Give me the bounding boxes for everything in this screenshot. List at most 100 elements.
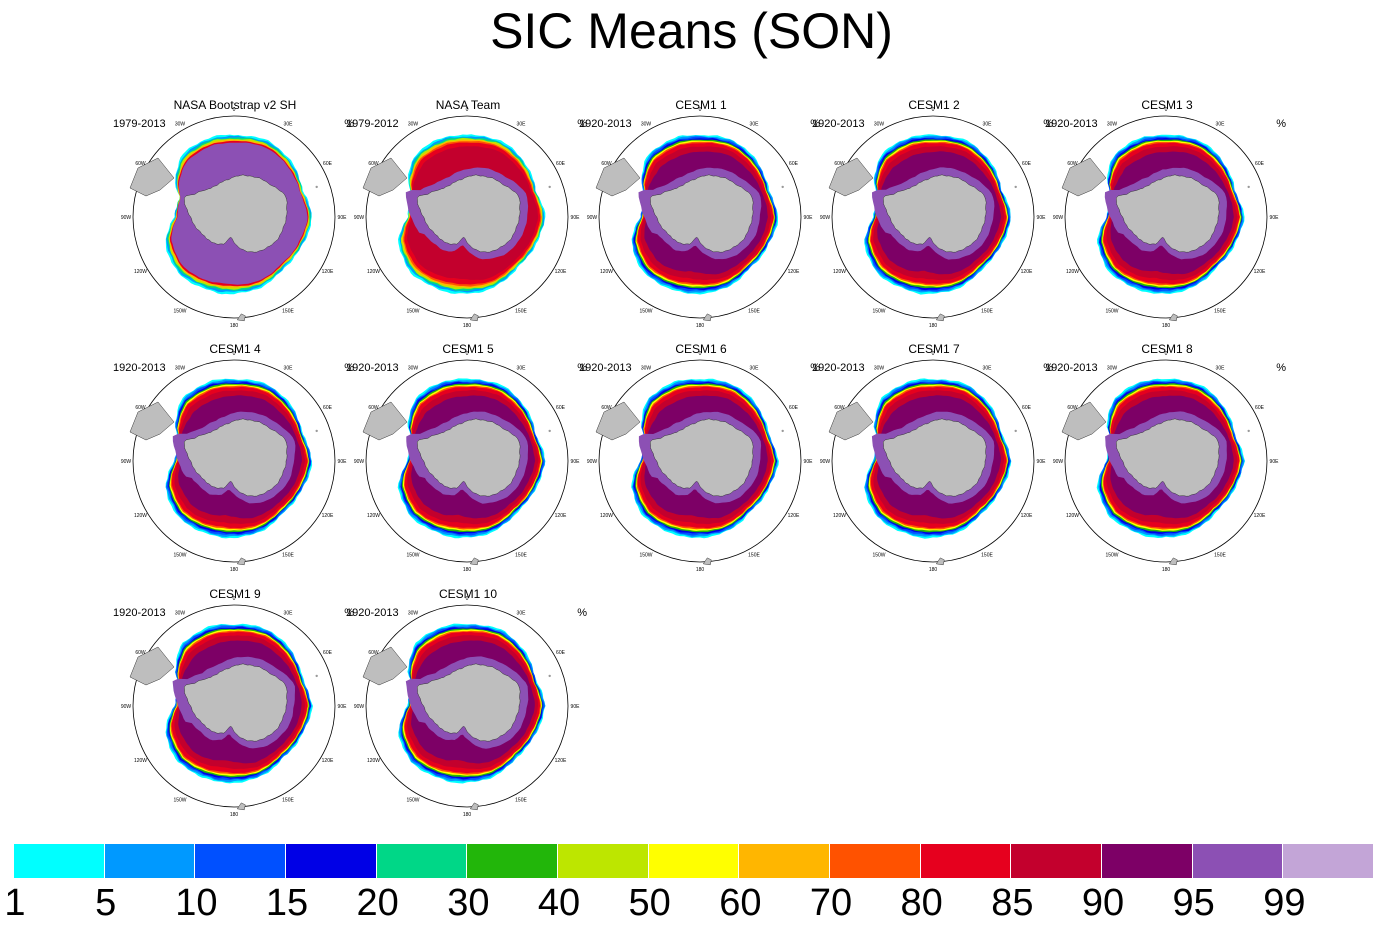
longitude-label: 180 [230, 323, 239, 329]
new-zealand-landmass [935, 313, 945, 322]
longitude-label: 120W [1066, 269, 1079, 275]
panel-period: 1920-2013 [812, 118, 865, 130]
colorbar-tick-label: 70 [809, 882, 853, 924]
antarctica-landmass [416, 663, 521, 742]
south-america-landmass [828, 157, 874, 197]
colorbar-tick-label: 30 [447, 882, 490, 924]
kerguelen-island [1014, 185, 1017, 189]
panel-unit: % [1276, 118, 1286, 130]
longitude-label: 60W [601, 405, 612, 411]
panel-title: CESM1 7 [908, 342, 960, 356]
colorbar-labels: 1 5 10 15 20 30 40 50 60 70 80 85 90 95 99 [0, 880, 1383, 926]
colorbar-box [376, 844, 468, 878]
panel-unit: % [344, 362, 354, 374]
south-america-landmass [129, 157, 175, 197]
colorbar-box [1192, 844, 1284, 878]
longitude-label: 120E [555, 513, 567, 519]
longitude-label: 60E [556, 650, 566, 656]
longitude-label: 90W [354, 215, 365, 221]
longitude-label: 30E [517, 122, 527, 128]
polar-map: 0 30E 60E 90E 120E 150E 180 150W 120W 90W 60W 30W [121, 596, 348, 818]
panel-title: NASA Team [435, 98, 501, 112]
page-title: SIC Means (SON) [490, 3, 893, 59]
antarctica-landmass [183, 418, 288, 497]
polar-map: 0 30E 60E 90E 120E 150E 180 150W 120W 90W 60W 30W [1053, 107, 1279, 329]
longitude-label: 90W [354, 459, 365, 465]
longitude-label: 60W [834, 161, 845, 167]
panel-period: 1979-2013 [113, 118, 166, 130]
panel-title: CESM1 5 [442, 342, 494, 356]
longitude-label: 0 [699, 351, 702, 357]
south-america-landmass [595, 157, 641, 197]
longitude-label: 180 [463, 567, 472, 573]
longitude-label: 120W [1066, 513, 1079, 519]
longitude-label: 0 [233, 351, 236, 357]
longitude-label: 30E [517, 611, 527, 617]
polar-map: 0 30E 60E 90E 120E 150E 180 150W 120W 90W 60W 30W [587, 351, 813, 573]
colorbar-tick-label: 50 [628, 882, 671, 924]
longitude-label: 60W [601, 161, 612, 167]
longitude-label: 120E [322, 513, 334, 519]
longitude-label: 30W [408, 122, 419, 128]
new-zealand-landmass [236, 802, 246, 811]
colorbar-box [920, 844, 1012, 878]
longitude-label: 30W [641, 366, 652, 372]
longitude-label: 30W [874, 366, 885, 372]
longitude-label: 150E [282, 553, 294, 559]
south-america-landmass [129, 401, 175, 441]
panel-title: CESM1 9 [209, 587, 261, 601]
kerguelen-island [548, 185, 551, 189]
longitude-label: 90E [1270, 459, 1280, 465]
longitude-label: 120W [600, 513, 613, 519]
new-zealand-landmass [1168, 313, 1178, 322]
south-america-landmass [828, 401, 874, 441]
colorbar-box [1011, 844, 1103, 878]
panel-unit: % [577, 362, 587, 374]
longitude-label: 150E [282, 798, 294, 804]
polar-map: 0 30E 60E 90E 120E 150E 180 150W 120W 90W 60W 30W [121, 351, 348, 573]
kerguelen-island [315, 429, 318, 433]
colorbar-box [648, 844, 740, 878]
panel-title: CESM1 8 [1141, 342, 1193, 356]
map-panel: 0 30E 60E 90E 120E 150E 180 150W 120W 90W 60W 30W CE… [812, 342, 1053, 577]
new-zealand-landmass [702, 557, 712, 566]
longitude-label: 90E [338, 459, 348, 465]
longitude-label: 120E [1021, 513, 1033, 519]
longitude-label: 90E [1037, 215, 1047, 221]
longitude-label: 150W [173, 309, 186, 315]
longitude-label: 120W [833, 269, 846, 275]
map-panel: 0 30E 60E 90E 120E 150E 180 150W 120W 90W 60W 30W CE… [1045, 342, 1286, 577]
longitude-label: 150E [748, 309, 760, 315]
longitude-label: 180 [230, 812, 239, 818]
longitude-label: 90E [338, 215, 348, 221]
longitude-label: 90W [820, 215, 831, 221]
kerguelen-island [315, 674, 318, 678]
colorbar-tick-label: 15 [265, 882, 309, 924]
new-zealand-landmass [1168, 557, 1178, 566]
longitude-label: 120W [134, 269, 147, 275]
longitude-label: 90E [338, 704, 348, 710]
map-panel: 0 30E 60E 90E 120E 150E 180 150W 120W 90W 60W 30W CE… [579, 98, 820, 333]
longitude-label: 180 [696, 567, 705, 573]
polar-map: 0 30E 60E 90E 120E 150E 180 150W 120W 90W 60W 30W [820, 351, 1047, 573]
polar-map: 0 30E 60E 90E 120E 150E 180 150W 120W 90W 60W 30W [1053, 351, 1280, 573]
colorbar-tick-label: 99 [1263, 882, 1306, 924]
south-america-landmass [362, 401, 408, 441]
longitude-label: 30W [641, 122, 652, 128]
longitude-label: 0 [1165, 107, 1168, 113]
longitude-label: 150W [406, 553, 419, 559]
panel-unit: % [1043, 362, 1053, 374]
colorbar-box [1283, 844, 1375, 878]
longitude-label: 120E [322, 758, 334, 764]
longitude-label: 60E [323, 405, 333, 411]
longitude-label: 90W [587, 215, 598, 221]
longitude-label: 60W [135, 650, 146, 656]
longitude-label: 90E [1037, 459, 1047, 465]
map-panel: 0 30E 60E 90E 120E 150E 180 150W 120W 90W 60W 30W NA… [346, 98, 587, 333]
longitude-label: 150E [515, 309, 527, 315]
map-panel: 0 30E 60E 90E 120E 150E 180 150W 120W 90W 60W 30W CE… [113, 342, 354, 577]
new-zealand-landmass [935, 557, 945, 566]
longitude-label: 60E [323, 161, 333, 167]
colorbar-tick-label: 80 [900, 882, 943, 924]
longitude-label: 30E [750, 366, 760, 372]
